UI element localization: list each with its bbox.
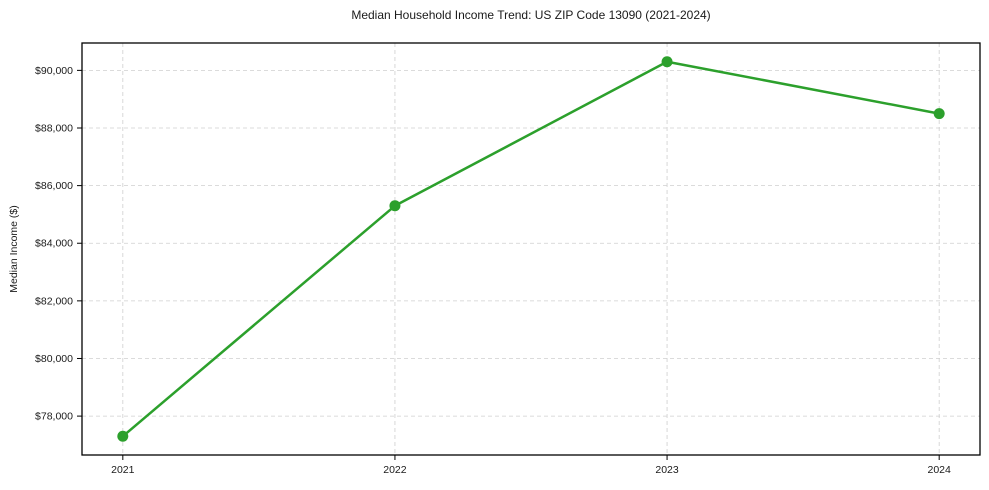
y-tick-label: $82,000 (35, 295, 73, 307)
x-tick-label: 2021 (111, 464, 135, 476)
data-point (389, 200, 401, 212)
axis-spines (81, 42, 981, 456)
x-tick-label: 2023 (655, 464, 679, 476)
y-tick-label: $78,000 (35, 411, 73, 423)
y-tick-label: $80,000 (35, 353, 73, 365)
y-axis-label: Median Income ($) (8, 205, 20, 293)
y-tick-label: $84,000 (35, 238, 73, 250)
x-tick-label: 2024 (928, 464, 952, 476)
chart-title: Median Household Income Trend: US ZIP Co… (351, 8, 711, 22)
y-tick-label: $88,000 (35, 122, 73, 134)
x-tick-label: 2022 (383, 464, 407, 476)
y-tick-label: $86,000 (35, 180, 73, 192)
data-point (661, 56, 673, 68)
data-point (117, 430, 129, 442)
data-point (933, 108, 945, 120)
data-line (121, 60, 941, 438)
y-tick-label: $90,000 (35, 65, 73, 77)
